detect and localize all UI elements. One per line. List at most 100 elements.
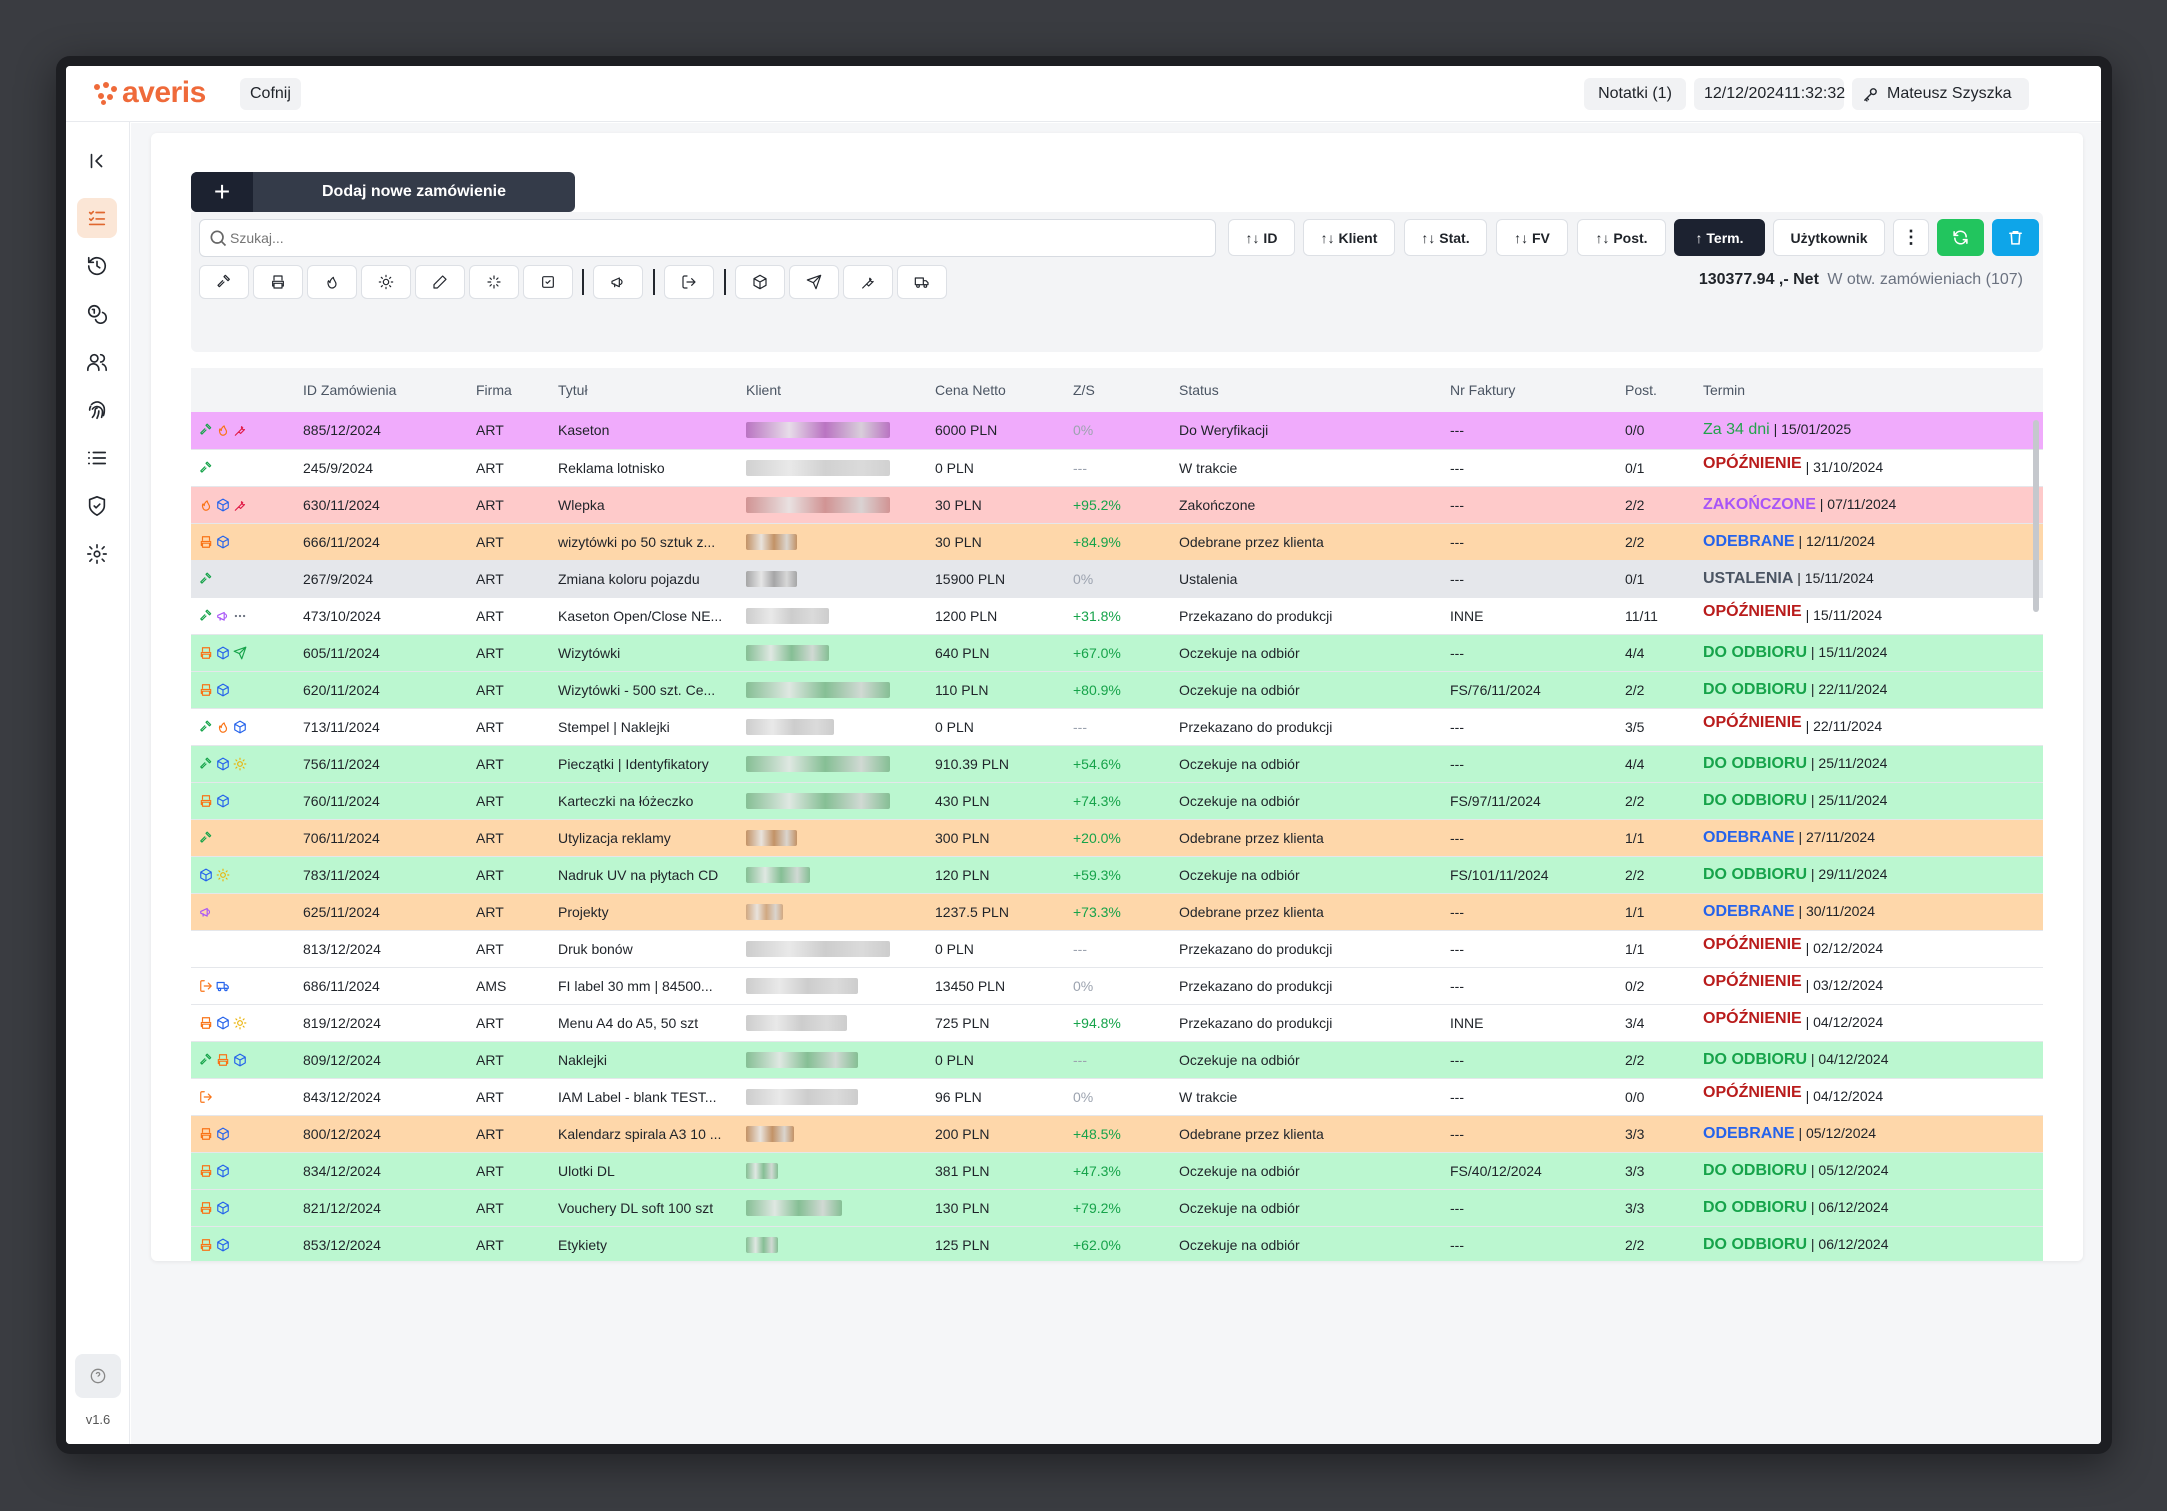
- row-type-icons: [191, 745, 303, 782]
- cell-term: ODEBRANE | 27/11/2024: [1703, 819, 2043, 856]
- cell-title: Nadruk UV na płytach CD: [558, 866, 719, 883]
- more-options-button[interactable]: ⋮: [1893, 219, 1929, 256]
- sort-client-button[interactable]: ↑↓ Klient: [1303, 219, 1395, 256]
- dots-icon: [234, 614, 246, 617]
- sidebar-item-access[interactable]: [77, 390, 117, 430]
- cell-net-price: 0 PLN: [935, 718, 974, 735]
- cell-invoice: ---: [1450, 977, 1464, 994]
- row-type-icons: [191, 597, 303, 634]
- table-row[interactable]: 834/12/2024 ART Ulotki DL 381 PLN +47.3% Ocze…: [191, 1152, 2043, 1189]
- sidebar-item-orders[interactable]: [77, 198, 117, 238]
- table-row[interactable]: 245/9/2024 ART Reklama lotnisko 0 PLN --- W t…: [191, 449, 2043, 486]
- sidebar-item-history[interactable]: [77, 246, 117, 286]
- column-header[interactable]: Nr Faktury: [1450, 382, 1516, 398]
- collapse-sidebar-button[interactable]: [77, 144, 117, 178]
- table-row[interactable]: 853/12/2024 ART Etykiety 125 PLN +62.0% Oczek…: [191, 1226, 2043, 1261]
- user-filter-button[interactable]: Użytkownik: [1773, 219, 1885, 256]
- filter-pen-button[interactable]: [415, 265, 465, 299]
- table-row[interactable]: 666/11/2024 ART wizytówki po 50 sztuk z...…: [191, 523, 2043, 560]
- filter-checkbox-button[interactable]: [523, 265, 573, 299]
- column-header[interactable]: Klient: [746, 382, 782, 398]
- toolbar-separator: [724, 269, 726, 295]
- column-header[interactable]: Termin: [1703, 382, 1746, 398]
- table-row[interactable]: 813/12/2024 ART Druk bonów 0 PLN --- Przekaza…: [191, 930, 2043, 967]
- table-row[interactable]: 800/12/2024 ART Kalendarz spirala A3 10 ..…: [191, 1115, 2043, 1152]
- filter-printer-button[interactable]: [253, 265, 303, 299]
- table-row[interactable]: 819/12/2024 ART Menu A4 do A5, 50 szt 725 P…: [191, 1004, 2043, 1041]
- sidebar-item-settings[interactable]: [77, 534, 117, 574]
- cell-title: Pieczątki | Identyfikatory: [558, 755, 709, 772]
- sort-post-button[interactable]: ↑↓ Post.: [1577, 219, 1666, 256]
- cell-order-id: 885/12/2024: [303, 422, 381, 439]
- term-date: | 06/12/2024: [1810, 1235, 1889, 1252]
- column-header[interactable]: Z/S: [1073, 382, 1095, 398]
- sort-term-button[interactable]: ↑ Term.: [1674, 219, 1765, 256]
- cell-company: ART: [476, 940, 504, 957]
- table-row[interactable]: 885/12/2024 ART Kaseton 6000 PLN 0% Do Weryfi…: [191, 412, 2043, 449]
- row-type-icons: [191, 893, 303, 930]
- table-row[interactable]: 843/12/2024 ART IAM Label - blank TEST... 9…: [191, 1078, 2043, 1115]
- cell-status: Przekazano do produkcji: [1179, 977, 1333, 994]
- sidebar-item-lists[interactable]: [77, 438, 117, 478]
- cell-post: 2/2: [1625, 496, 1645, 513]
- filter-wrench-button[interactable]: [843, 265, 893, 299]
- row-type-icons: [191, 819, 303, 856]
- sidebar-item-security[interactable]: [77, 486, 117, 526]
- table-row[interactable]: 473/10/2024 ART Kaseton Open/Close NE... 12…: [191, 597, 2043, 634]
- column-header[interactable]: Post.: [1625, 382, 1657, 398]
- box-icon: [753, 274, 767, 290]
- key-icon: [1864, 87, 1877, 102]
- table-row[interactable]: 706/11/2024 ART Utylizacja reklamy 300 PLN +…: [191, 819, 2043, 856]
- user-menu-button[interactable]: Mateusz Szyszka: [1852, 78, 2029, 110]
- help-button[interactable]: [75, 1354, 121, 1398]
- filter-box-button[interactable]: [735, 265, 785, 299]
- filter-truck-button[interactable]: [897, 265, 947, 299]
- cell-margin: 0%: [1073, 570, 1094, 587]
- sort-invoice-button[interactable]: ↑↓ FV: [1496, 219, 1568, 256]
- add-order-button[interactable]: + Dodaj nowe zamówienie: [191, 172, 575, 212]
- cell-title: Vouchery DL soft 100 szt: [558, 1199, 714, 1216]
- brand-logo[interactable]: averis: [92, 76, 206, 109]
- cell-client: [746, 671, 935, 708]
- notes-button[interactable]: Notatki (1): [1584, 78, 1686, 110]
- sort-status-button[interactable]: ↑↓ Stat.: [1404, 219, 1487, 256]
- column-header[interactable]: Tytuł: [558, 382, 588, 398]
- back-button[interactable]: Cofnij: [240, 78, 301, 110]
- column-header[interactable]: Firma: [476, 382, 512, 398]
- table-row[interactable]: 821/12/2024 ART Vouchery DL soft 100 szt 13…: [191, 1189, 2043, 1226]
- sidebar-item-finance[interactable]: [77, 294, 117, 334]
- table-row[interactable]: 783/11/2024 ART Nadruk UV na płytach CD 120…: [191, 856, 2043, 893]
- delete-button[interactable]: [1992, 219, 2039, 256]
- cell-post: 2/2: [1625, 866, 1645, 883]
- column-header[interactable]: ID Zamówienia: [303, 382, 397, 398]
- row-type-icons: [191, 967, 303, 1004]
- table-row[interactable]: 630/11/2024 ART Wlepka 30 PLN +95.2% Zakończo…: [191, 486, 2043, 523]
- filter-flame-button[interactable]: [307, 265, 357, 299]
- filter-sparkle-button[interactable]: [469, 265, 519, 299]
- table-scrollbar[interactable]: [2033, 420, 2039, 612]
- cell-status: Przekazano do produkcji: [1179, 718, 1333, 735]
- cell-company: ART: [476, 681, 504, 698]
- column-header[interactable]: Cena Netto: [935, 382, 1006, 398]
- sidebar-item-clients[interactable]: [77, 342, 117, 382]
- table-row[interactable]: 267/9/2024 ART Zmiana koloru pojazdu 15900 …: [191, 560, 2043, 597]
- table-row[interactable]: 809/12/2024 ART Naklejki 0 PLN --- Oczekuje n…: [191, 1041, 2043, 1078]
- table-row[interactable]: 713/11/2024 ART Stempel | Naklejki 0 PLN ---…: [191, 708, 2043, 745]
- table-row[interactable]: 625/11/2024 ART Projekty 1237.5 PLN +73.3% Od…: [191, 893, 2043, 930]
- search-input[interactable]: [230, 230, 1190, 246]
- filter-hammer-button[interactable]: [199, 265, 249, 299]
- refresh-button[interactable]: [1937, 219, 1984, 256]
- filter-sun-button[interactable]: [361, 265, 411, 299]
- table-row[interactable]: 620/11/2024 ART Wizytówki - 500 szt. Ce...…: [191, 671, 2043, 708]
- filter-exit-button[interactable]: [664, 265, 714, 299]
- table-row[interactable]: 756/11/2024 ART Pieczątki | Identyfikatory…: [191, 745, 2043, 782]
- filter-megaphone-button[interactable]: [593, 265, 643, 299]
- column-header[interactable]: Status: [1179, 382, 1219, 398]
- cell-order-id: 245/9/2024: [303, 459, 374, 476]
- sort-id-button[interactable]: ↑↓ ID: [1228, 219, 1295, 256]
- table-row[interactable]: 605/11/2024 ART Wizytówki 640 PLN +67.0% Ocze…: [191, 634, 2043, 671]
- table-row[interactable]: 686/11/2024 AMS FI label 30 mm | 84500... 1…: [191, 967, 2043, 1004]
- table-row[interactable]: 760/11/2024 ART Karteczki na łóżeczko 430 P…: [191, 782, 2043, 819]
- filter-send-button[interactable]: [789, 265, 839, 299]
- cell-term: ZAKOŃCZONE | 07/11/2024: [1703, 486, 2043, 523]
